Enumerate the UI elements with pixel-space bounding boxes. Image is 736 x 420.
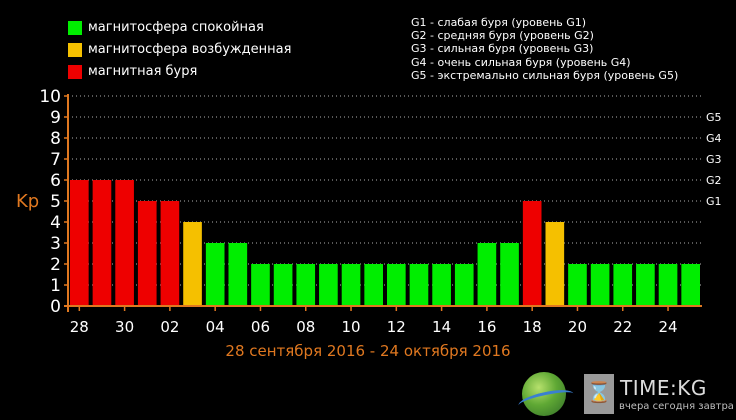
y-tick-label: 1 <box>50 276 61 296</box>
bar <box>454 264 474 306</box>
x-tick-label: 12 <box>387 318 406 336</box>
y-tick-label: 5 <box>50 192 61 212</box>
x-tick-label: 04 <box>206 318 225 336</box>
bar <box>115 180 134 306</box>
bar <box>590 264 610 306</box>
bar <box>70 180 89 306</box>
bar <box>228 243 248 306</box>
x-tick-label: 28 <box>70 318 89 336</box>
legend-label-active: магнитосфера возбужденная <box>88 42 292 57</box>
bar <box>545 222 565 306</box>
site-watermark: ⌛ TIME:KG вчера сегодня завтра <box>517 368 736 420</box>
bar <box>137 201 157 306</box>
x-tick-label: 20 <box>568 318 587 336</box>
bar <box>613 264 633 306</box>
x-tick-label: 06 <box>251 318 270 336</box>
storm-level-g2: G2 - средняя буря (уровень G2) <box>411 29 594 43</box>
y-tick-label: 0 <box>50 297 61 317</box>
y-tick-label: 4 <box>50 213 61 233</box>
bar <box>500 243 519 306</box>
bar <box>636 264 655 306</box>
x-tick-label: 02 <box>160 318 179 336</box>
y-axis-label: Kp <box>16 191 40 212</box>
y-tick-label: 8 <box>50 129 61 149</box>
legend-swatch-storm <box>68 65 82 79</box>
x-tick-label: 30 <box>115 318 134 336</box>
bar <box>568 264 587 306</box>
x-tick-label: 18 <box>523 318 542 336</box>
x-tick-label: 22 <box>613 318 632 336</box>
watermark-tagline: вчера сегодня завтра <box>619 401 734 412</box>
hourglass-icon: ⌛ <box>584 374 614 414</box>
bar <box>409 264 429 306</box>
bar <box>432 264 451 306</box>
legend-swatch-quiet <box>68 21 82 35</box>
bar <box>681 264 700 306</box>
watermark-title: TIME:KG <box>620 376 707 400</box>
bar <box>319 264 338 306</box>
x-tick-label: 08 <box>296 318 315 336</box>
storm-level-axis-label: G5 <box>706 111 722 124</box>
bar <box>251 264 270 306</box>
x-tick-label: 24 <box>658 318 677 336</box>
globe-logo-icon <box>522 372 566 416</box>
bar <box>296 264 316 306</box>
bar <box>387 264 406 306</box>
bar <box>205 243 225 306</box>
bar <box>183 222 202 306</box>
date-range: 28 сентября 2016 - 24 октября 2016 <box>225 342 511 360</box>
bar <box>364 264 383 306</box>
bar <box>477 243 497 306</box>
bar <box>160 201 180 306</box>
storm-level-g3: G3 - сильная буря (уровень G3) <box>411 42 594 56</box>
legend-label-quiet: магнитосфера спокойная <box>88 20 264 35</box>
y-tick-label: 2 <box>50 255 61 275</box>
y-tick-label: 9 <box>50 108 61 128</box>
storm-level-axis-label: G3 <box>706 153 722 166</box>
y-tick-label: 10 <box>39 87 61 107</box>
hourglass-glyph: ⌛ <box>586 380 612 404</box>
storm-level-legend: G1 - слабая буря (уровень G1) G2 - средн… <box>411 16 678 82</box>
bar <box>522 201 542 306</box>
legend-label-storm: магнитная буря <box>88 64 198 79</box>
y-tick-label: 7 <box>50 150 61 170</box>
storm-level-axis-label: G1 <box>706 195 722 208</box>
bar <box>273 264 293 306</box>
y-tick-label: 6 <box>50 171 61 191</box>
storm-level-g4: G4 - очень сильная буря (уровень G4) <box>411 55 631 69</box>
bar <box>658 264 678 306</box>
x-tick-label: 10 <box>341 318 360 336</box>
bar <box>341 264 361 306</box>
storm-level-axis-label: G4 <box>706 132 722 145</box>
storm-level-g5: G5 - экстремально сильная буря (уровень … <box>411 68 679 82</box>
x-tick-label: 16 <box>477 318 496 336</box>
x-tick-label: 14 <box>432 318 451 336</box>
storm-level-axis-label: G2 <box>706 174 722 187</box>
bar <box>92 180 112 306</box>
storm-level-g1: G1 - слабая буря (уровень G1) <box>411 16 587 29</box>
legend-swatch-active <box>68 43 82 57</box>
y-tick-label: 3 <box>50 234 61 254</box>
